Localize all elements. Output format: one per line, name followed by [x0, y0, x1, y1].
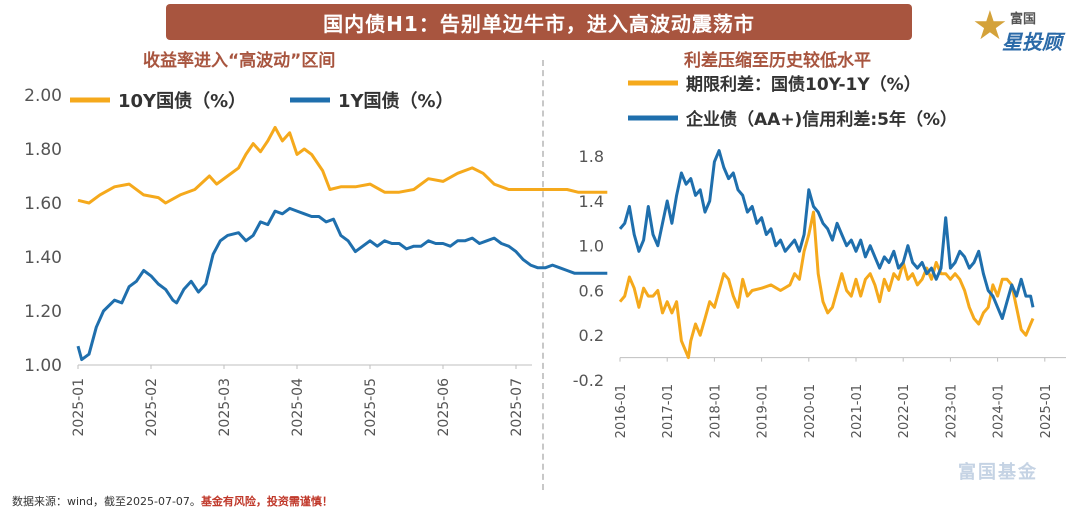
x-tick-label: 2019-01 — [756, 384, 771, 438]
x-tick-label: 2025-07 — [509, 378, 525, 437]
y-tick-label: 2.00 — [24, 86, 62, 106]
x-tick-label: 2024-01 — [992, 384, 1007, 438]
y-tick-label: 1.8 — [579, 147, 604, 166]
y-tick-label: 1.4 — [579, 192, 604, 211]
series-line — [618, 149, 1035, 320]
x-tick-label: 2025-02 — [144, 378, 160, 437]
watermark: 富国基金 — [958, 462, 1038, 483]
brand-top: 富国 — [1010, 12, 1037, 27]
y-tick-label: 0.6 — [579, 281, 604, 300]
banner-title: 国内债H1：告别单边牛市，进入高波动震荡市 — [166, 4, 912, 40]
brand-bottom: 星投顾 — [1002, 30, 1062, 54]
y-tick-label: 1.20 — [24, 302, 62, 322]
x-tick-label: 2020-01 — [803, 384, 818, 438]
y-tick-label: 1.60 — [24, 194, 62, 214]
source-note: 数据来源：wind，截至2025-07-07。基金有风险，投资需谨慎！ — [12, 493, 333, 509]
x-tick-label: 2025-04 — [290, 378, 306, 437]
chart-divider — [542, 60, 544, 490]
x-tick-label: 2025-01 — [71, 378, 87, 437]
x-tick-label: 2018-01 — [708, 384, 723, 438]
series-line — [76, 206, 608, 362]
star-icon: ★ — [972, 3, 1008, 49]
y-tick-label: 1.40 — [24, 248, 62, 268]
x-tick-label: 2022-01 — [897, 384, 912, 438]
y-tick-label: 1.0 — [579, 237, 604, 256]
x-tick-label: 2021-01 — [850, 384, 865, 438]
left-chart-title: 收益率进入“高波动”区间 — [143, 51, 336, 71]
series-line — [77, 125, 608, 205]
risk-warning: 基金有风险，投资需谨慎！ — [200, 495, 333, 508]
y-tick-label: 1.00 — [24, 356, 62, 376]
legend-label: 期限利差：国债10Y-1Y（%） — [686, 74, 921, 95]
source-text: 数据来源：wind，截至2025-07-07。 — [12, 495, 201, 508]
brand-logo: ★ 富国 星投顾 — [972, 3, 1072, 54]
series-line — [618, 210, 1035, 360]
x-tick-label: 2023-01 — [944, 384, 959, 438]
right-chart-title: 利差压缩至历史较低水平 — [684, 51, 871, 71]
x-tick-label: 2025-06 — [436, 378, 452, 437]
x-tick-label: 2017-01 — [661, 384, 676, 438]
y-tick-label: 1.80 — [24, 140, 62, 160]
legend-label: 10Y国债（%） — [118, 90, 246, 112]
legend-label: 1Y国债（%） — [338, 90, 454, 112]
y-tick-label: -0.2 — [573, 371, 604, 390]
x-tick-label: 2025-05 — [363, 378, 379, 437]
legend-label: 企业债（AA+)信用利差:5年（%） — [685, 109, 957, 130]
x-tick-label: 2025-03 — [217, 378, 233, 437]
y-tick-label: 0.2 — [579, 326, 604, 345]
x-tick-label: 2016-01 — [614, 384, 629, 438]
x-tick-label: 2025-01 — [1039, 384, 1054, 438]
